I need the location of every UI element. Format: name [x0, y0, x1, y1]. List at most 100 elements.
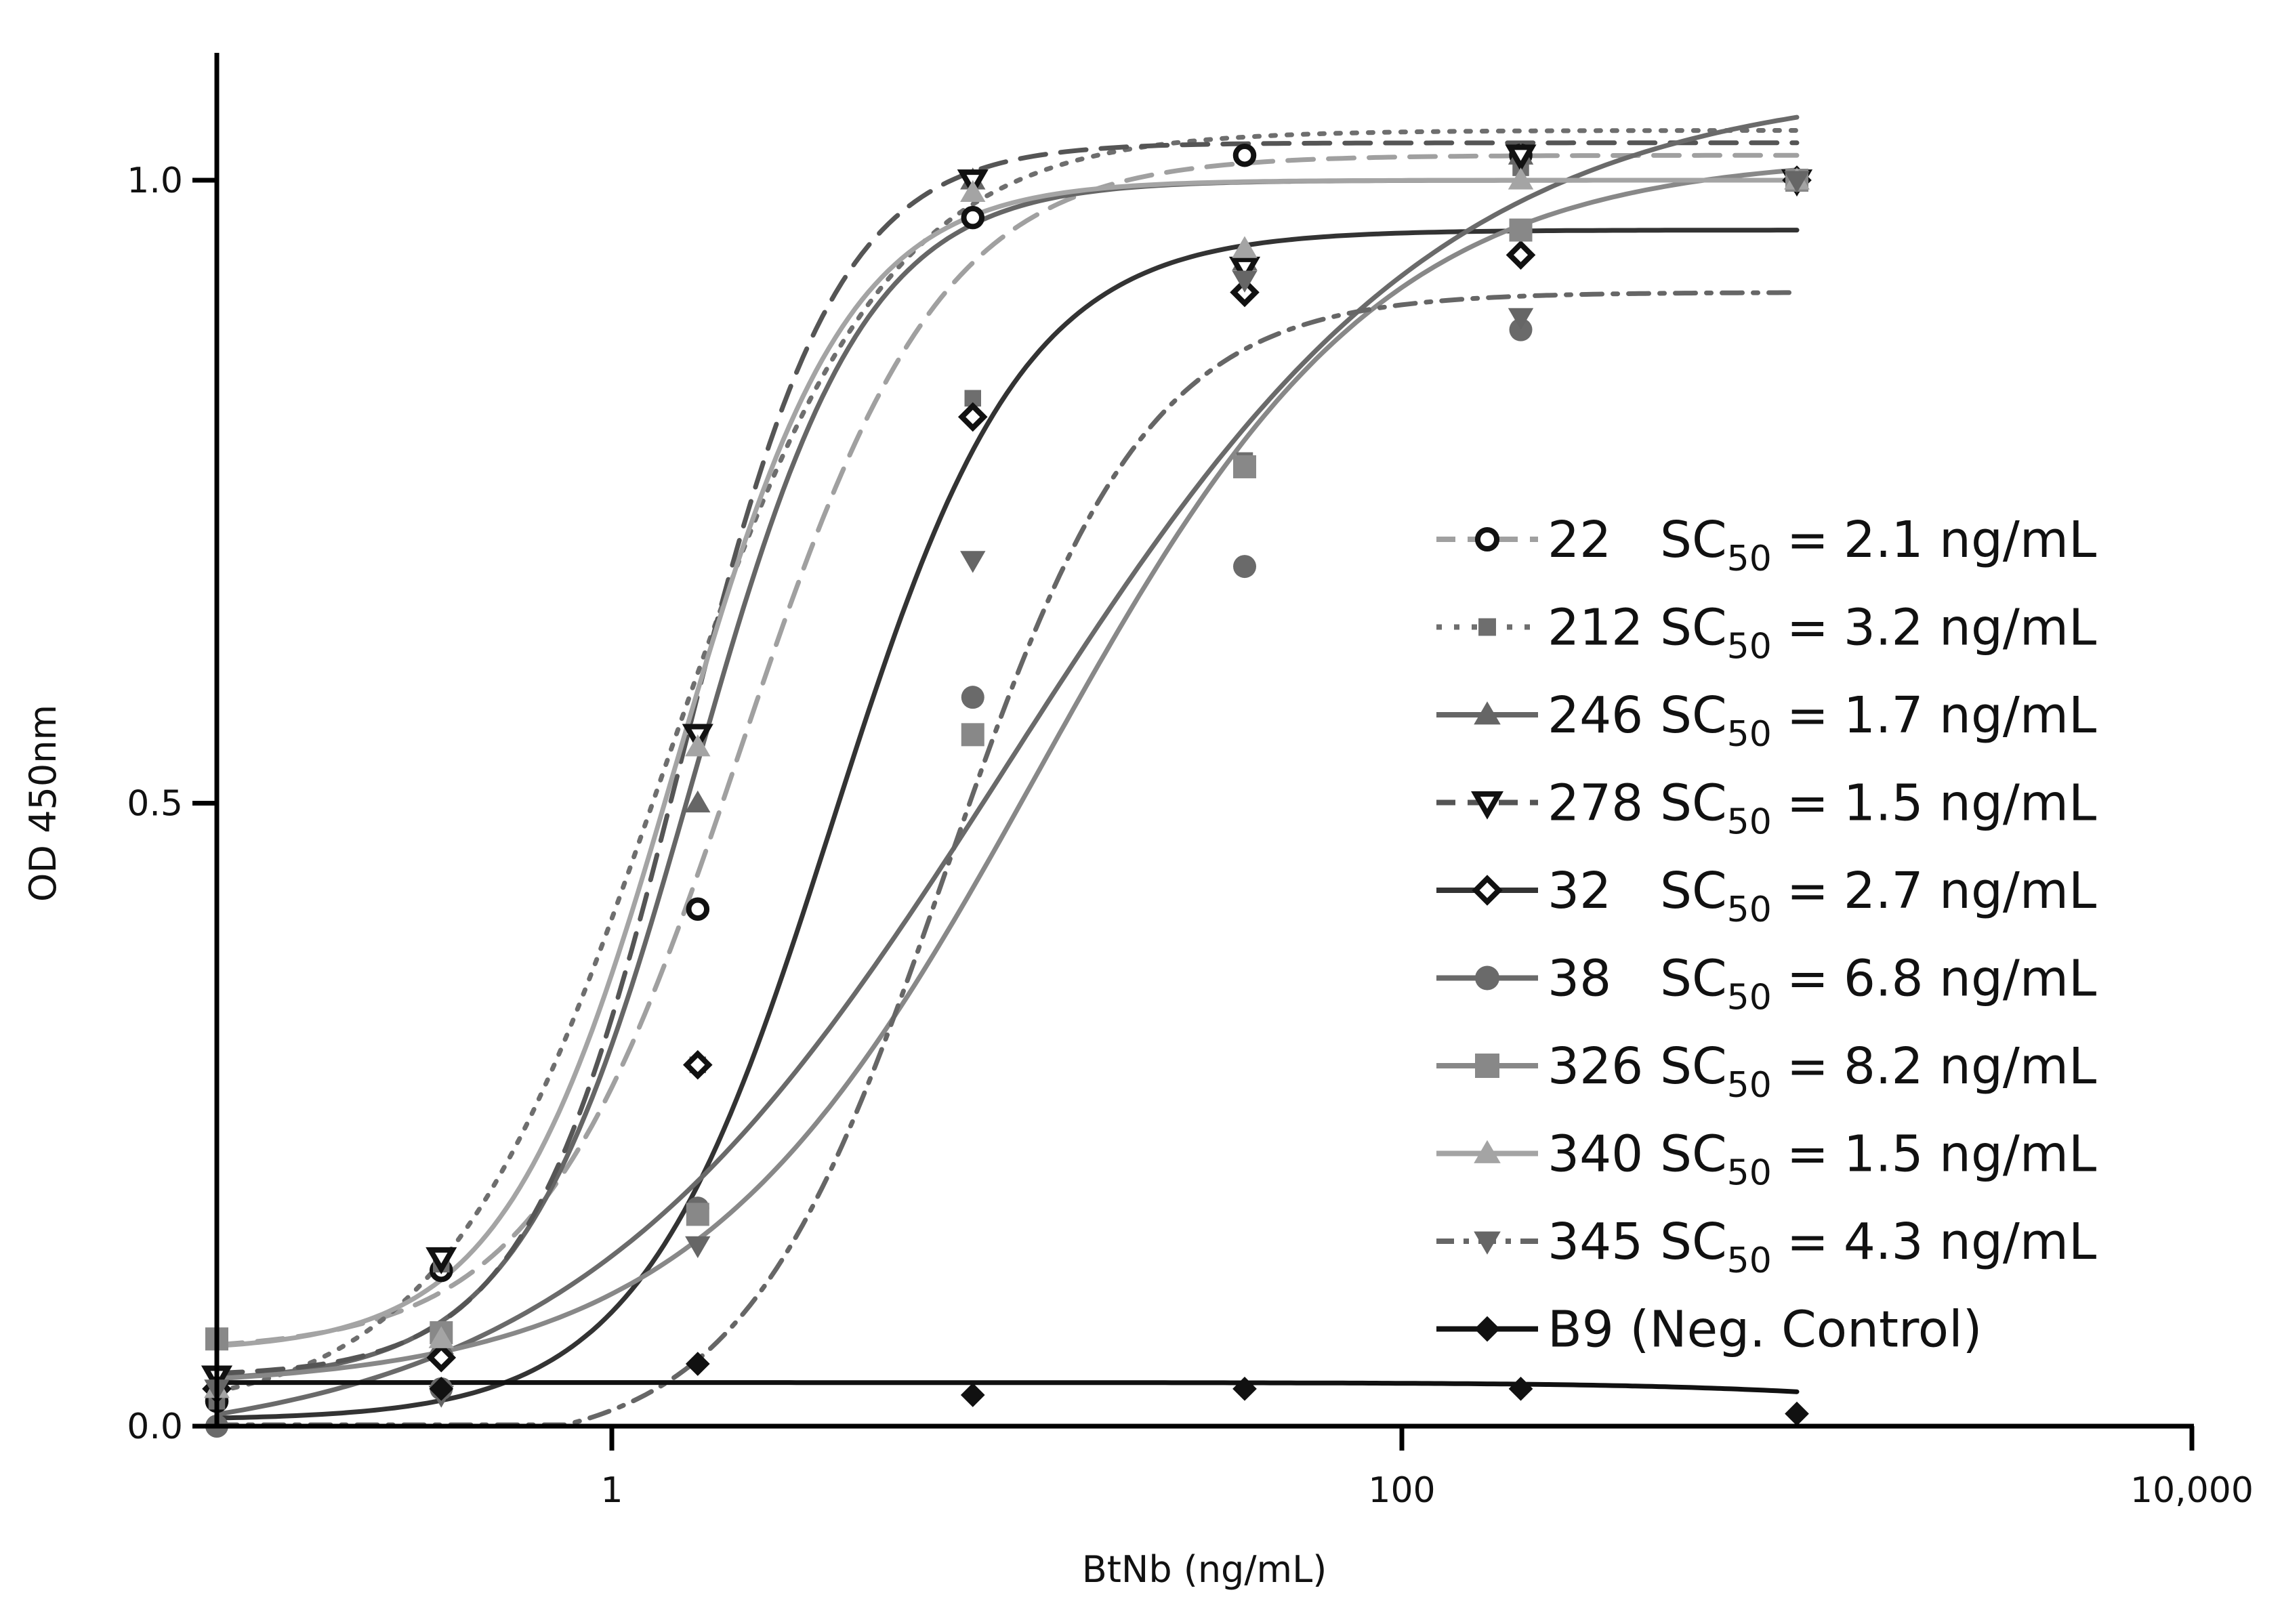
legend-sc-subscript: 50	[1727, 890, 1772, 930]
data-point-32	[426, 1343, 457, 1373]
legend-entry: 340 SC50 = 1.5 ng/mL	[1436, 1125, 2096, 1194]
legend-sc50-value: 8.2 ng/mL	[1844, 1037, 2096, 1096]
legend-sc50: SC50 = 2.1 ng/mL	[1660, 511, 2096, 579]
legend-sc-subscript: 50	[1727, 1065, 1772, 1106]
legend-entry: 345 SC50 = 4.3 ng/mL	[1436, 1213, 2096, 1281]
legend-series-name: 22	[1548, 511, 1611, 569]
legend-equals: =	[1787, 1213, 1829, 1271]
data-point-326	[686, 1203, 709, 1226]
data-point-340	[960, 180, 986, 202]
legend-entry: B9 (Neg. Control)	[1436, 1301, 1983, 1359]
legend-marker	[1472, 875, 1503, 906]
legend-marker	[1470, 791, 1504, 820]
legend-marker	[1474, 701, 1501, 725]
data-point-38	[961, 686, 984, 709]
data-point-246	[685, 790, 711, 813]
legend-entry: 22 SC50 = 2.1 ng/mL	[1436, 511, 2096, 579]
data-point-340	[428, 1326, 454, 1348]
legend-sc-subscript: 50	[1727, 539, 1772, 579]
data-point-b9	[960, 1383, 985, 1407]
legend-sc50-value: 6.8 ng/mL	[1844, 950, 2096, 1008]
data-point-345	[960, 551, 986, 573]
fit-curve-278	[214, 140, 1800, 1376]
x-tick-label: 100	[1368, 1470, 1435, 1511]
legend-sc50-value: 2.7 ng/mL	[1844, 862, 2096, 920]
legend-sc50: SC50 = 1.7 ng/mL	[1660, 686, 2096, 755]
y-axis-title: OD 450nm	[22, 705, 64, 902]
data-point-326	[1509, 218, 1533, 242]
data-point-345	[1232, 270, 1258, 293]
legend-equals: =	[1787, 599, 1829, 657]
legend-sc50: SC50 = 1.5 ng/mL	[1660, 774, 2096, 843]
x-tick-label: 10,000	[2130, 1470, 2254, 1511]
data-point-326	[961, 723, 984, 747]
legend-sc50-value: 1.5 ng/mL	[1844, 1125, 2096, 1184]
legend-series-name: 278	[1548, 774, 1643, 833]
legend-sc-subscript: 50	[1727, 627, 1772, 667]
legend-series-name: 38	[1548, 950, 1611, 1008]
legend-equals: =	[1787, 686, 1829, 745]
fit-curves	[214, 114, 1800, 1428]
legend-series-name: 212	[1548, 599, 1643, 657]
legend-entry: 246 SC50 = 1.7 ng/mL	[1436, 686, 2096, 755]
legend-equals: =	[1787, 511, 1829, 569]
legend-marker	[1474, 526, 1500, 552]
legend-entry: 212 SC50 = 3.2 ng/mL	[1436, 599, 2096, 667]
legend-sc-subscript: 50	[1727, 802, 1772, 843]
fit-curve-326	[214, 167, 1800, 1381]
legend-sc50-value: 4.3 ng/mL	[1844, 1213, 2096, 1271]
data-point-32	[1506, 240, 1536, 270]
legend-sc50-value: 1.5 ng/mL	[1844, 774, 2096, 833]
legend-sc50-value: 3.2 ng/mL	[1844, 599, 2096, 657]
legend-sc-prefix: SC	[1660, 1037, 1727, 1096]
fit-curve-38	[214, 114, 1800, 1417]
legend-marker	[1475, 965, 1499, 991]
legend-marker	[1474, 1231, 1501, 1255]
legend-equals: =	[1787, 1037, 1829, 1096]
legend-sc-prefix: SC	[1660, 1125, 1727, 1184]
legend-sc-prefix: SC	[1660, 774, 1727, 833]
y-tick-label: 0.0	[127, 1407, 183, 1447]
y-tick-label: 1.0	[127, 161, 183, 201]
data-point-b9	[1785, 1401, 1809, 1426]
data-point-340	[685, 734, 711, 757]
legend-entry: 32 SC50 = 2.7 ng/mL	[1436, 862, 2096, 930]
legend-sc50: SC50 = 6.8 ng/mL	[1660, 950, 2096, 1018]
x-tick-label: 1	[600, 1470, 623, 1511]
legend-sc-subscript: 50	[1727, 1241, 1772, 1281]
legend-sc-subscript: 50	[1727, 978, 1772, 1018]
legend-equals: =	[1787, 774, 1829, 833]
data-point-b9	[429, 1376, 454, 1401]
data-point-b9	[1232, 1376, 1257, 1401]
data-point-278	[1505, 144, 1537, 172]
legend-marker	[1474, 1140, 1501, 1163]
data-point-340	[1508, 167, 1534, 190]
data-point-b9	[1508, 1376, 1533, 1401]
legend-equals: =	[1787, 950, 1829, 1008]
data-point-340	[1232, 236, 1258, 258]
legend-entry: 326 SC50 = 8.2 ng/mL	[1436, 1037, 2096, 1106]
legend-sc-prefix: SC	[1660, 950, 1727, 1008]
fit-curve-b9	[214, 1380, 1800, 1394]
data-point-32	[682, 1049, 713, 1080]
data-point-32	[957, 402, 988, 432]
legend-series-name: 345	[1548, 1213, 1643, 1271]
legend-equals: =	[1787, 1125, 1829, 1184]
legend-sc-prefix: SC	[1660, 862, 1727, 920]
legend-marker	[1478, 618, 1496, 636]
legend-sc-subscript: 50	[1727, 1153, 1772, 1194]
legend-marker	[1475, 1054, 1499, 1078]
legend-series-name: 340	[1548, 1125, 1643, 1184]
fit-curve-22	[214, 152, 1800, 1348]
legend-sc50: SC50 = 2.7 ng/mL	[1660, 862, 2096, 930]
legend-series-name: B9 (Neg. Control)	[1548, 1301, 1983, 1359]
data-point-345	[1508, 308, 1534, 330]
data-point-22	[1232, 143, 1257, 167]
legend-entry: 278 SC50 = 1.5 ng/mL	[1436, 774, 2096, 843]
x-axis-title: BtNb (ng/mL)	[1082, 1548, 1327, 1591]
data-point-278	[1228, 256, 1261, 284]
legend-sc-prefix: SC	[1660, 686, 1727, 745]
